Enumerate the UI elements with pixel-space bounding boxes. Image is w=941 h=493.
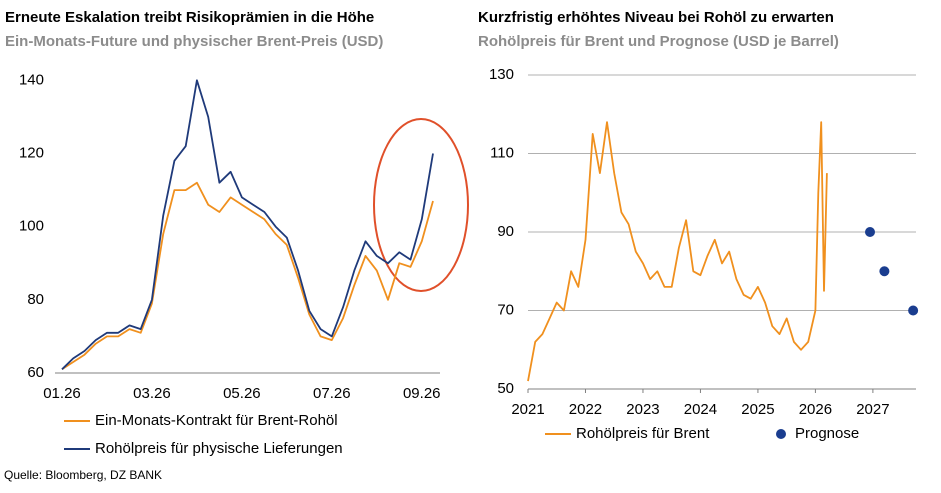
y-tick-label: 70 (497, 301, 514, 318)
y-tick-label: 60 (27, 364, 44, 381)
x-tick-label: 2023 (626, 401, 659, 418)
forecast-dot (879, 266, 890, 277)
x-tick-label: 05.26 (223, 385, 261, 402)
legend-label: Rohölpreis für physische Lieferungen (95, 440, 343, 457)
y-tick-label: 120 (19, 144, 44, 161)
x-tick-label: 2024 (684, 401, 717, 418)
legend-label: Ein-Monats-Kontrakt für Brent-Rohöl (95, 412, 338, 429)
y-tick-label: 50 (497, 380, 514, 397)
series-line (527, 121, 828, 382)
forecast-dot (908, 305, 919, 316)
x-tick-label: 2025 (741, 401, 774, 418)
y-tick-label: 90 (497, 223, 514, 240)
legend-label: Rohölpreis für Brent (576, 425, 710, 442)
x-tick-label: 2027 (856, 401, 889, 418)
series-line (61, 181, 434, 371)
x-tick-label: 07.26 (313, 385, 351, 402)
x-tick-label: 2026 (799, 401, 832, 418)
x-tick-label: 01.26 (43, 385, 81, 402)
y-tick-label: 80 (27, 291, 44, 308)
x-tick-label: 03.26 (133, 385, 171, 402)
highlight-ellipse (373, 118, 469, 292)
legend-symbol (776, 429, 786, 439)
y-tick-label: 100 (19, 218, 44, 235)
chart-title: Erneute Eskalation treibt Risikoprämien … (5, 9, 374, 26)
chart-subtitle: Rohölpreis für Brent und Prognose (USD j… (478, 33, 839, 50)
series-line (61, 79, 434, 370)
chart-title: Kurzfristig erhöhtes Niveau bei Rohöl zu… (478, 9, 834, 26)
y-tick-label: 130 (489, 66, 514, 83)
legend-label: Prognose (795, 425, 859, 442)
y-tick-label: 140 (19, 71, 44, 88)
chart-subtitle: Ein-Monats-Future und physischer Brent-P… (5, 33, 383, 50)
x-tick-label: 2021 (511, 401, 544, 418)
x-tick-label: 2022 (569, 401, 602, 418)
x-tick-label: 09.26 (403, 385, 441, 402)
y-tick-label: 110 (490, 144, 514, 161)
source: Quelle: Bloomberg, DZ BANK (4, 468, 162, 482)
forecast-dot (865, 227, 876, 237)
